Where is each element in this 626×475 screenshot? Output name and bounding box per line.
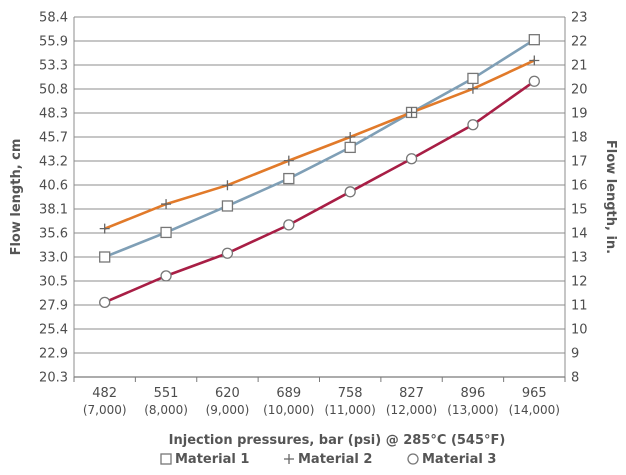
y-left-tick-label: 50.8: [39, 83, 68, 98]
y-right-tick-label: 15: [571, 203, 588, 218]
y-left-tick-label: 33.0: [39, 251, 68, 266]
data-point-material-3: [160, 270, 172, 282]
data-point-material-1: [221, 200, 234, 212]
legend-marker-material-3: [407, 453, 419, 465]
data-point-material-1: [283, 172, 295, 185]
x-tick-sublabel: (7,000): [83, 403, 127, 417]
x-tick-sublabel: (11,000): [325, 403, 376, 417]
y-right-tick-label: 13: [571, 251, 588, 266]
data-point-material-3: [221, 247, 234, 259]
x-tick-label: 689: [276, 386, 301, 401]
y-left-tick-label: 27.9: [39, 299, 68, 314]
legend-label-material-2: Material 2: [298, 452, 372, 467]
legend-marker-material-1: [160, 453, 172, 465]
y-left-tick-label: 40.6: [39, 179, 68, 194]
data-point-material-2: [283, 155, 294, 166]
y-right-tick-label: 12: [571, 275, 588, 290]
y-right-tick-label: 16: [571, 179, 588, 194]
y-left-tick-label: 20.3: [39, 371, 68, 386]
legend-item-material-3: Material 3: [407, 452, 496, 467]
x-tick-sublabel: (14,000): [509, 403, 560, 417]
legend: Material 1 Material 2 Material 3: [160, 452, 496, 467]
y-left-tick-label: 38.1: [39, 203, 68, 218]
data-point-material-3: [283, 219, 295, 231]
grid-layer: [74, 16, 565, 378]
x-tick-label: 965: [522, 386, 547, 401]
series-layer: [99, 34, 540, 309]
series-line-material-3: [104, 80, 536, 304]
y-right-tick-label: 10: [571, 323, 588, 338]
data-point-material-1: [344, 141, 356, 154]
legend-label-material-1: Material 1: [175, 452, 249, 467]
x-tick-label: 620: [215, 386, 240, 401]
y-right-tick-label: 14: [571, 227, 588, 242]
data-point-material-3: [344, 186, 356, 198]
series-line-material-2: [104, 59, 535, 230]
data-point-material-2: [161, 199, 172, 210]
x-tick-sublabel: (13,000): [447, 403, 498, 417]
data-point-material-1: [160, 226, 172, 239]
y-left-tick-label: 30.5: [39, 275, 68, 290]
data-point-material-1: [99, 251, 111, 263]
data-point-material-1: [467, 72, 479, 85]
data-point-material-2: [99, 223, 110, 234]
y-left-tick-label: 55.9: [39, 35, 68, 50]
data-point-material-3: [99, 296, 111, 309]
x-tick-sublabel: (12,000): [386, 403, 437, 417]
series-line-material-1: [104, 38, 536, 259]
legend-marker-material-2: [284, 454, 294, 464]
data-point-material-3: [467, 119, 479, 131]
y-axis-right-title: Flow length, in.: [603, 140, 618, 254]
x-tick-sublabel: (9,000): [206, 403, 250, 417]
data-point-material-3: [405, 153, 418, 165]
data-point-material-2: [345, 132, 356, 142]
x-tick-label: 551: [154, 386, 179, 401]
y-right-tick-label: 8: [571, 371, 579, 386]
y-left-tick-label: 48.3: [39, 107, 68, 122]
y-right-tick-label: 11: [571, 299, 588, 314]
axis-layer: 20.3 8 22.9 9 25.4 10 27.9 11 30.5 12 33.0 13 35.6 14…: [39, 11, 588, 418]
y-right-tick-label: 19: [571, 107, 588, 122]
y-left-tick-label: 25.4: [39, 323, 68, 338]
data-point-material-2: [222, 180, 233, 191]
y-right-tick-label: 9: [571, 347, 579, 362]
data-point-material-1: [528, 34, 540, 46]
x-tick-sublabel: (8,000): [144, 403, 188, 417]
legend-item-material-2: Material 2: [284, 452, 372, 467]
data-point-material-3: [528, 75, 540, 87]
x-tick-label: 758: [338, 386, 363, 401]
y-left-tick-label: 58.4: [39, 11, 68, 26]
y-left-tick-label: 22.9: [39, 347, 68, 362]
y-right-tick-label: 20: [571, 83, 588, 98]
x-tick-label: 827: [399, 386, 424, 401]
y-right-tick-label: 23: [571, 11, 588, 26]
y-right-tick-label: 22: [571, 35, 588, 50]
x-axis-title: Injection pressures, bar (psi) @ 285°C (…: [169, 433, 506, 448]
y-left-tick-label: 35.6: [39, 227, 68, 242]
x-tick-sublabel: (10,000): [263, 403, 314, 417]
y-left-tick-label: 53.3: [39, 59, 68, 74]
data-point-material-2: [406, 107, 417, 118]
y-right-tick-label: 21: [571, 59, 588, 74]
y-right-tick-label: 18: [571, 131, 588, 146]
data-point-material-2: [529, 55, 540, 66]
y-left-tick-label: 43.2: [39, 155, 68, 170]
legend-item-material-1: Material 1: [160, 452, 249, 467]
data-point-material-2: [467, 83, 478, 94]
legend-label-material-3: Material 3: [422, 452, 496, 467]
x-tick-label: 482: [92, 386, 117, 401]
x-tick-label: 896: [461, 386, 486, 401]
y-left-tick-label: 45.7: [39, 131, 68, 146]
y-right-tick-label: 17: [571, 155, 588, 170]
y-axis-left-title: Flow length, cm: [9, 139, 24, 256]
